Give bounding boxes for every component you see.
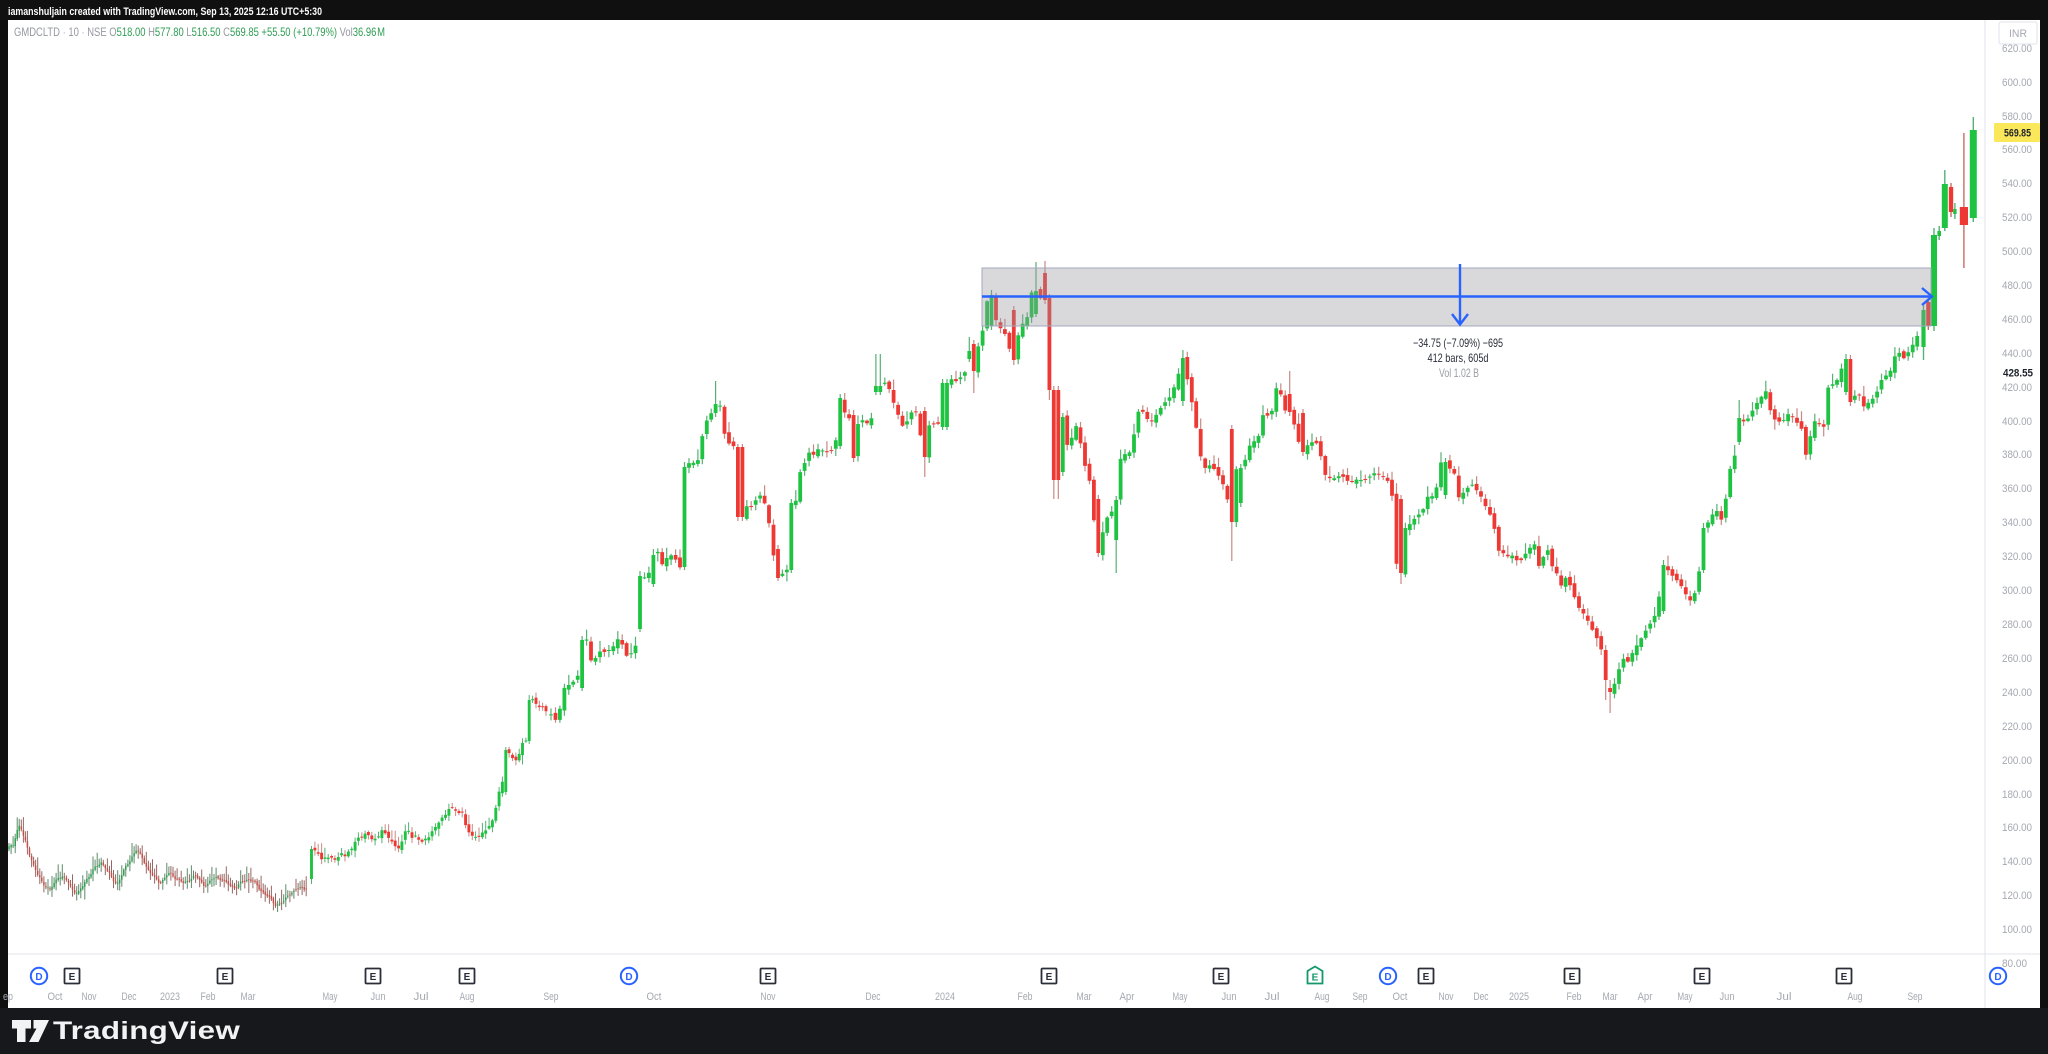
svg-text:E: E xyxy=(222,972,229,983)
svg-text:−34.75 (−7.09%) −695: −34.75 (−7.09%) −695 xyxy=(1413,336,1503,350)
svg-text:iamanshuljain created with Tra: iamanshuljain created with TradingView.c… xyxy=(8,6,322,18)
svg-text:400.00: 400.00 xyxy=(2002,416,2032,428)
svg-text:240.00: 240.00 xyxy=(2002,687,2032,699)
svg-text:May: May xyxy=(1678,991,1693,1003)
svg-text:200.00: 200.00 xyxy=(2002,755,2032,767)
svg-text:2023: 2023 xyxy=(160,991,180,1003)
svg-text:380.00: 380.00 xyxy=(2002,449,2032,461)
svg-text:540.00: 540.00 xyxy=(2002,178,2032,190)
svg-text:Jul: Jul xyxy=(414,991,429,1003)
svg-text:300.00: 300.00 xyxy=(2002,585,2032,597)
svg-text:Nov: Nov xyxy=(82,991,97,1003)
svg-text:D: D xyxy=(1994,972,2001,983)
svg-text:280.00: 280.00 xyxy=(2002,619,2032,631)
svg-text:412 bars, 605d: 412 bars, 605d xyxy=(1428,351,1489,365)
svg-text:360.00: 360.00 xyxy=(2002,483,2032,495)
svg-text:560.00: 560.00 xyxy=(2002,144,2032,156)
svg-text:Nov: Nov xyxy=(761,991,776,1003)
svg-text:E: E xyxy=(1423,972,1430,983)
svg-text:Oct: Oct xyxy=(647,991,662,1003)
svg-text:Jul: Jul xyxy=(1777,991,1792,1003)
svg-text:Sep: Sep xyxy=(1353,991,1368,1003)
svg-text:E: E xyxy=(464,972,471,983)
svg-text:INR: INR xyxy=(2009,28,2027,40)
svg-text:Sep: Sep xyxy=(544,991,559,1003)
svg-text:Mar: Mar xyxy=(1077,991,1092,1003)
svg-text:Jun: Jun xyxy=(371,991,386,1003)
svg-text:E: E xyxy=(1841,972,1848,983)
svg-text:E: E xyxy=(370,972,377,983)
svg-text:Dec: Dec xyxy=(1474,991,1489,1003)
svg-text:220.00: 220.00 xyxy=(2002,721,2032,733)
svg-text:Feb: Feb xyxy=(1567,991,1582,1003)
svg-text:Aug: Aug xyxy=(460,991,475,1003)
svg-text:E: E xyxy=(1699,972,1706,983)
svg-text:D: D xyxy=(35,972,42,983)
svg-text:120.00: 120.00 xyxy=(2002,890,2032,902)
svg-text:320.00: 320.00 xyxy=(2002,551,2032,563)
svg-text:600.00: 600.00 xyxy=(2002,77,2032,89)
svg-text:Aug: Aug xyxy=(1848,991,1863,1003)
svg-text:80.00: 80.00 xyxy=(2002,958,2027,970)
svg-text:Feb: Feb xyxy=(1018,991,1033,1003)
svg-text:440.00: 440.00 xyxy=(2002,348,2032,360)
svg-text:E: E xyxy=(765,972,772,983)
svg-text:GMDCLTD · 10 · NSE O518.00 H5: GMDCLTD · 10 · NSE O518.00 H577.80 L516.… xyxy=(14,25,385,39)
svg-text:E: E xyxy=(1046,972,1053,983)
svg-text:TradingView: TradingView xyxy=(53,1017,240,1045)
svg-text:E: E xyxy=(69,972,76,983)
svg-text:180.00: 180.00 xyxy=(2002,789,2032,801)
svg-text:Apr: Apr xyxy=(1638,991,1653,1003)
svg-text:Mar: Mar xyxy=(241,991,256,1003)
svg-text:460.00: 460.00 xyxy=(2002,314,2032,326)
svg-text:100.00: 100.00 xyxy=(2002,924,2032,936)
svg-text:480.00: 480.00 xyxy=(2002,280,2032,292)
svg-text:E: E xyxy=(1218,972,1225,983)
svg-text:340.00: 340.00 xyxy=(2002,517,2032,529)
svg-text:260.00: 260.00 xyxy=(2002,653,2032,665)
svg-text:569.85: 569.85 xyxy=(2004,128,2031,140)
svg-text:Jun: Jun xyxy=(1222,991,1237,1003)
svg-text:E: E xyxy=(1569,972,1576,983)
svg-text:Dec: Dec xyxy=(122,991,137,1003)
svg-text:428.55: 428.55 xyxy=(2003,368,2033,380)
svg-text:Feb: Feb xyxy=(201,991,216,1003)
svg-text:Oct: Oct xyxy=(1393,991,1408,1003)
svg-text:Mar: Mar xyxy=(1603,991,1618,1003)
svg-text:ep: ep xyxy=(3,991,13,1003)
svg-text:D: D xyxy=(625,972,632,983)
svg-text:420.00: 420.00 xyxy=(2002,382,2032,394)
svg-text:140.00: 140.00 xyxy=(2002,856,2032,868)
svg-text:580.00: 580.00 xyxy=(2002,111,2032,123)
svg-text:2024: 2024 xyxy=(935,991,955,1003)
svg-text:620.00: 620.00 xyxy=(2002,43,2032,55)
svg-text:160.00: 160.00 xyxy=(2002,822,2032,834)
svg-text:D: D xyxy=(1384,972,1391,983)
svg-text:2025: 2025 xyxy=(1509,991,1529,1003)
svg-text:May: May xyxy=(323,991,338,1003)
svg-text:May: May xyxy=(1173,991,1188,1003)
svg-text:Apr: Apr xyxy=(1120,991,1135,1003)
svg-text:Aug: Aug xyxy=(1315,991,1330,1003)
svg-text:Oct: Oct xyxy=(48,991,63,1003)
svg-text:500.00: 500.00 xyxy=(2002,246,2032,258)
svg-text:Sep: Sep xyxy=(1908,991,1923,1003)
svg-text:Jun: Jun xyxy=(1720,991,1735,1003)
svg-text:Dec: Dec xyxy=(866,991,881,1003)
svg-text:Jul: Jul xyxy=(1265,991,1280,1003)
svg-text:E: E xyxy=(1312,973,1319,984)
svg-text:Vol 1.02 B: Vol 1.02 B xyxy=(1439,366,1479,380)
svg-text:Nov: Nov xyxy=(1439,991,1454,1003)
svg-text:520.00: 520.00 xyxy=(2002,212,2032,224)
